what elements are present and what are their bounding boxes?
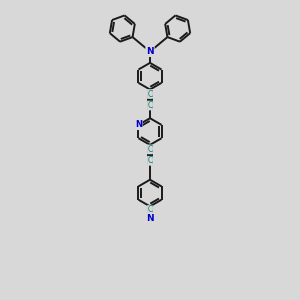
Text: N: N (146, 214, 154, 223)
Text: N: N (135, 120, 142, 129)
Text: C: C (147, 89, 153, 98)
Text: C: C (147, 101, 153, 110)
Text: C: C (147, 206, 153, 214)
Text: N: N (146, 47, 154, 56)
Text: C: C (147, 156, 153, 165)
Text: C: C (147, 145, 153, 154)
